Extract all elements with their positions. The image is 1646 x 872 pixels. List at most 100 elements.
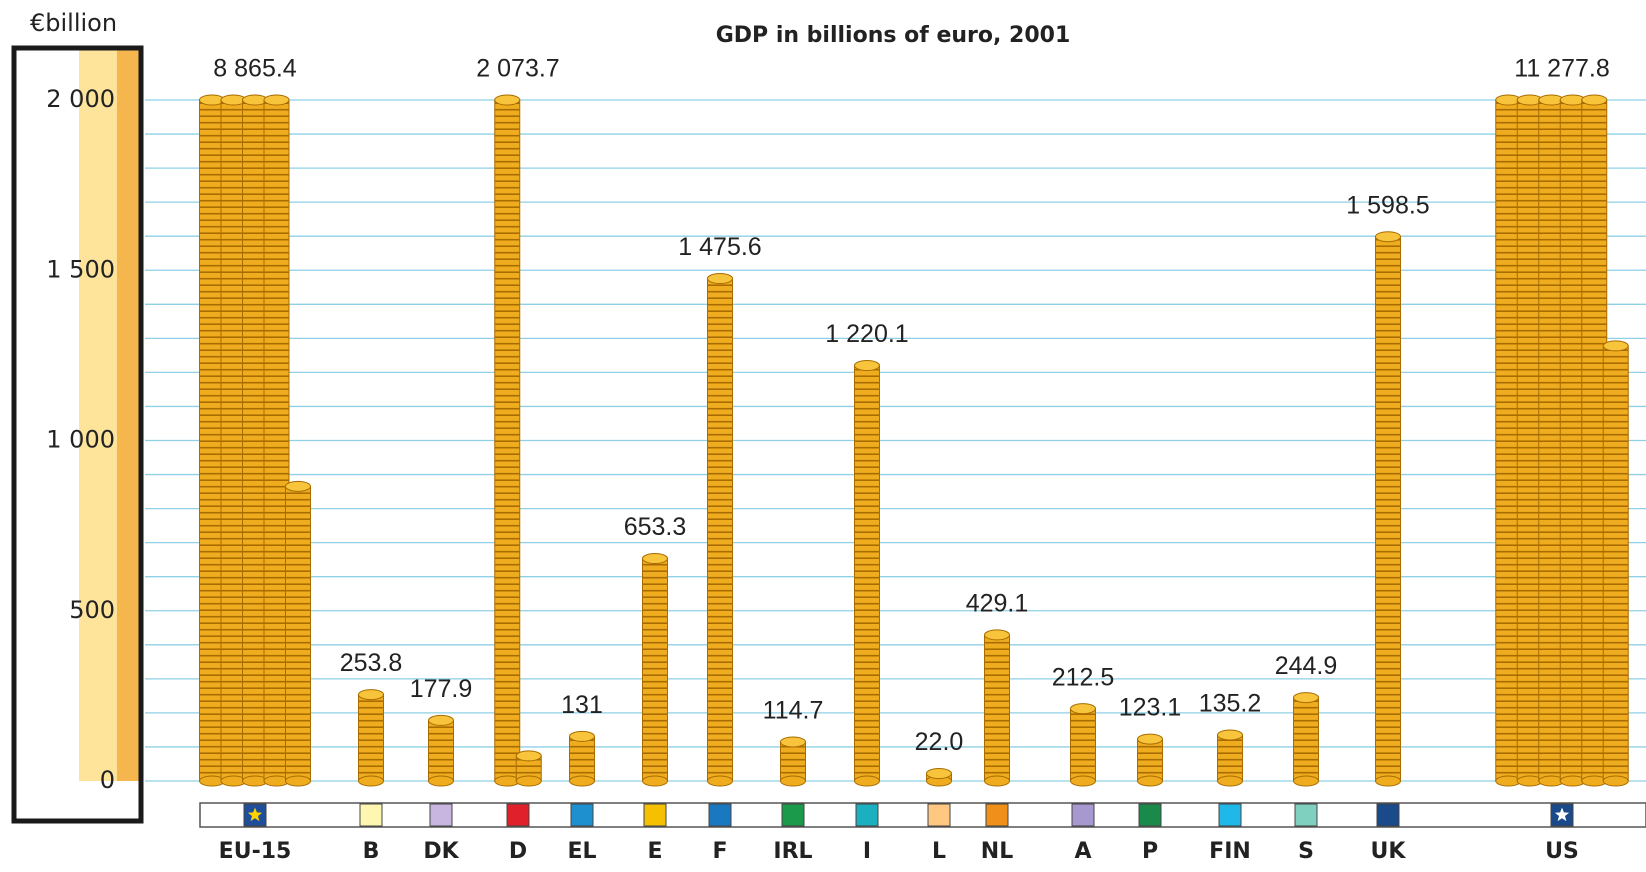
coin-top [1070,703,1096,715]
coin-base [358,775,384,787]
coin-top [569,730,595,742]
x-tick-label: IRL [773,839,812,864]
coin-top [1581,94,1608,106]
x-tick-label: E [647,839,662,864]
x-tick-label: F [712,839,727,864]
x-tick-label: EU-15 [219,839,292,864]
coin-top [707,273,733,285]
x-tick-label: US [1545,839,1579,864]
coin-stack [984,629,1010,787]
coin-base [1070,775,1096,787]
coin-base [984,775,1010,787]
value-label: 11 277.8 [1514,55,1609,83]
value-label: 131 [561,691,603,719]
coin-stack [926,768,952,787]
coin-column [707,278,733,782]
flag [429,803,453,827]
coin-base [1293,775,1319,787]
coin-stack [854,360,880,787]
coin-base [428,775,454,787]
flag [1071,803,1095,827]
flag [708,803,732,827]
coin-top [1217,729,1243,741]
x-tick-label: L [932,839,946,864]
value-label: 244.9 [1275,652,1338,680]
y-axis-label: €billion [30,9,117,37]
coin-stack [1070,703,1096,787]
coin-column [984,634,1010,782]
coin-stack [780,736,806,787]
value-label: 253.8 [340,649,403,677]
flag [643,803,667,827]
coin-stack [569,730,595,787]
flag [570,803,594,827]
coin-top [358,689,384,701]
flag [1294,803,1318,827]
flag [1376,803,1400,827]
value-label: 429.1 [966,590,1029,618]
y-tick-label: 1 500 [46,255,115,283]
value-label: 123.1 [1119,694,1182,722]
x-tick-label: NL [981,839,1013,864]
coin-column [1217,734,1243,782]
coin-top [1602,340,1629,352]
coin-stack [358,689,384,787]
flag [781,803,805,827]
coin-top [984,629,1010,641]
coin-base [780,775,806,787]
flag [927,803,951,827]
coin-column [1293,697,1319,782]
x-tick-label: UK [1371,839,1407,864]
coin-top [854,360,880,372]
y-tick-label: 500 [69,596,115,624]
flag-star [1554,807,1570,822]
axis-band [79,48,117,781]
value-label: 22.0 [915,728,964,756]
coin-top [285,480,311,492]
coin-column [358,694,384,782]
coin-top [515,750,542,762]
x-tick-label: P [1142,839,1158,864]
x-tick-label: EL [567,839,596,864]
coin-base [1375,775,1401,787]
coin-top [263,94,290,106]
coin-stack [1137,733,1163,787]
value-label: 1 475.6 [678,233,761,261]
coin-top [428,714,454,726]
coin-base [569,775,595,787]
coin-column [642,558,668,782]
coin-base [1137,775,1163,787]
coin-stack [1375,231,1401,787]
coin-column [1602,345,1629,782]
y-tick-label: 0 [100,766,115,794]
coin-column [285,485,311,782]
value-label: 177.9 [410,675,473,703]
value-label: 1 598.5 [1346,191,1429,219]
flag [855,803,879,827]
coin-base [1217,775,1243,787]
coin-top [926,768,952,780]
flag [985,803,1009,827]
coin-top [1137,733,1163,745]
x-tick-label: B [363,839,380,864]
coin-top [780,736,806,748]
coin-base [1602,775,1629,787]
x-tick-label: DK [423,839,459,864]
flag-star [247,807,263,822]
coin-column [1070,708,1096,782]
value-label: 212.5 [1052,663,1115,691]
coin-stack [199,94,311,787]
x-tick-label: A [1074,839,1091,864]
x-tick-label: D [509,839,527,864]
coin-base [854,775,880,787]
value-label: 8 865.4 [213,55,297,83]
flag [359,803,383,827]
coin-top [1293,692,1319,704]
coin-column [494,99,521,782]
coin-stack [642,553,668,787]
coin-stack [1217,729,1243,787]
x-tick-label: I [863,839,871,864]
coin-column [780,741,806,782]
